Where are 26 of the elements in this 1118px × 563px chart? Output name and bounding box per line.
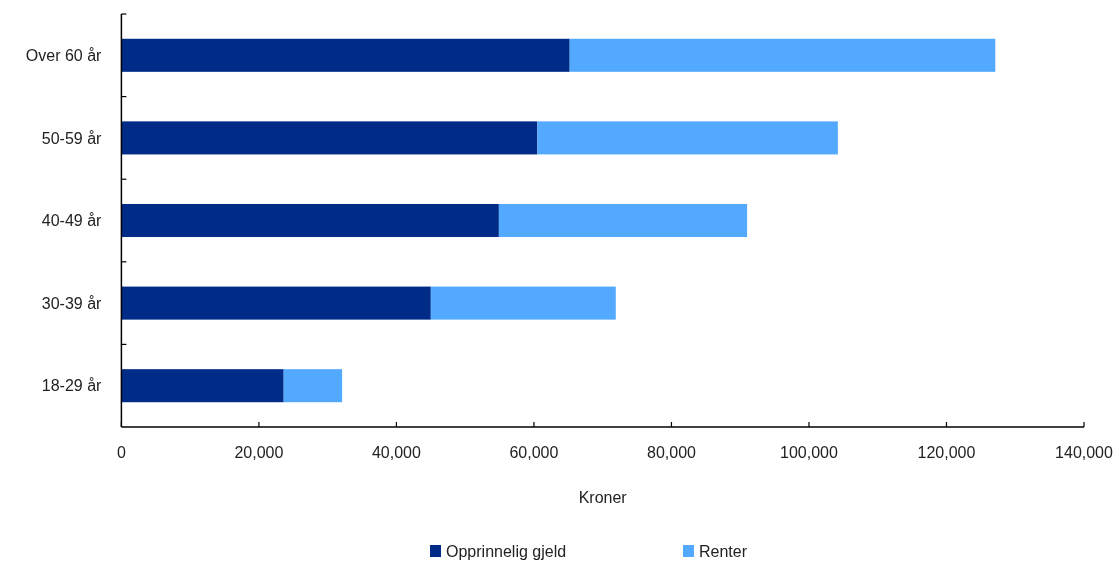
bar (121, 369, 284, 403)
x-tick-label: 60,000 (509, 444, 559, 461)
bar (121, 203, 499, 238)
x-tick-label: 40,000 (371, 444, 421, 461)
x-tick-label: 140,000 (1055, 444, 1114, 461)
y-tick-label: 40-49 år (41, 212, 103, 230)
y-tick-label: 30-39 år (41, 294, 103, 312)
legend-label: Opprinnelig gjeld (446, 542, 567, 560)
x-tick-label: 100,000 (780, 444, 838, 461)
x-tick-label: 120,000 (917, 444, 976, 461)
y-tick-label: 50-59 år (41, 129, 103, 147)
bar (121, 286, 431, 320)
x-tick-label: 80,000 (646, 444, 697, 461)
bar (121, 38, 570, 72)
x-axis-title: Kroner (578, 489, 628, 506)
legend-label: Renter (699, 542, 748, 560)
y-tick-label: Over 60 år (25, 46, 103, 64)
x-tick-label: 20,000 (234, 444, 284, 461)
y-tick-label: 18-29 år (41, 377, 103, 395)
x-tick-label: 0 (116, 444, 126, 461)
bar (283, 369, 343, 403)
bar (430, 286, 616, 320)
bar (498, 203, 748, 238)
bar (569, 38, 996, 72)
bar (121, 121, 538, 155)
bar (537, 121, 838, 155)
